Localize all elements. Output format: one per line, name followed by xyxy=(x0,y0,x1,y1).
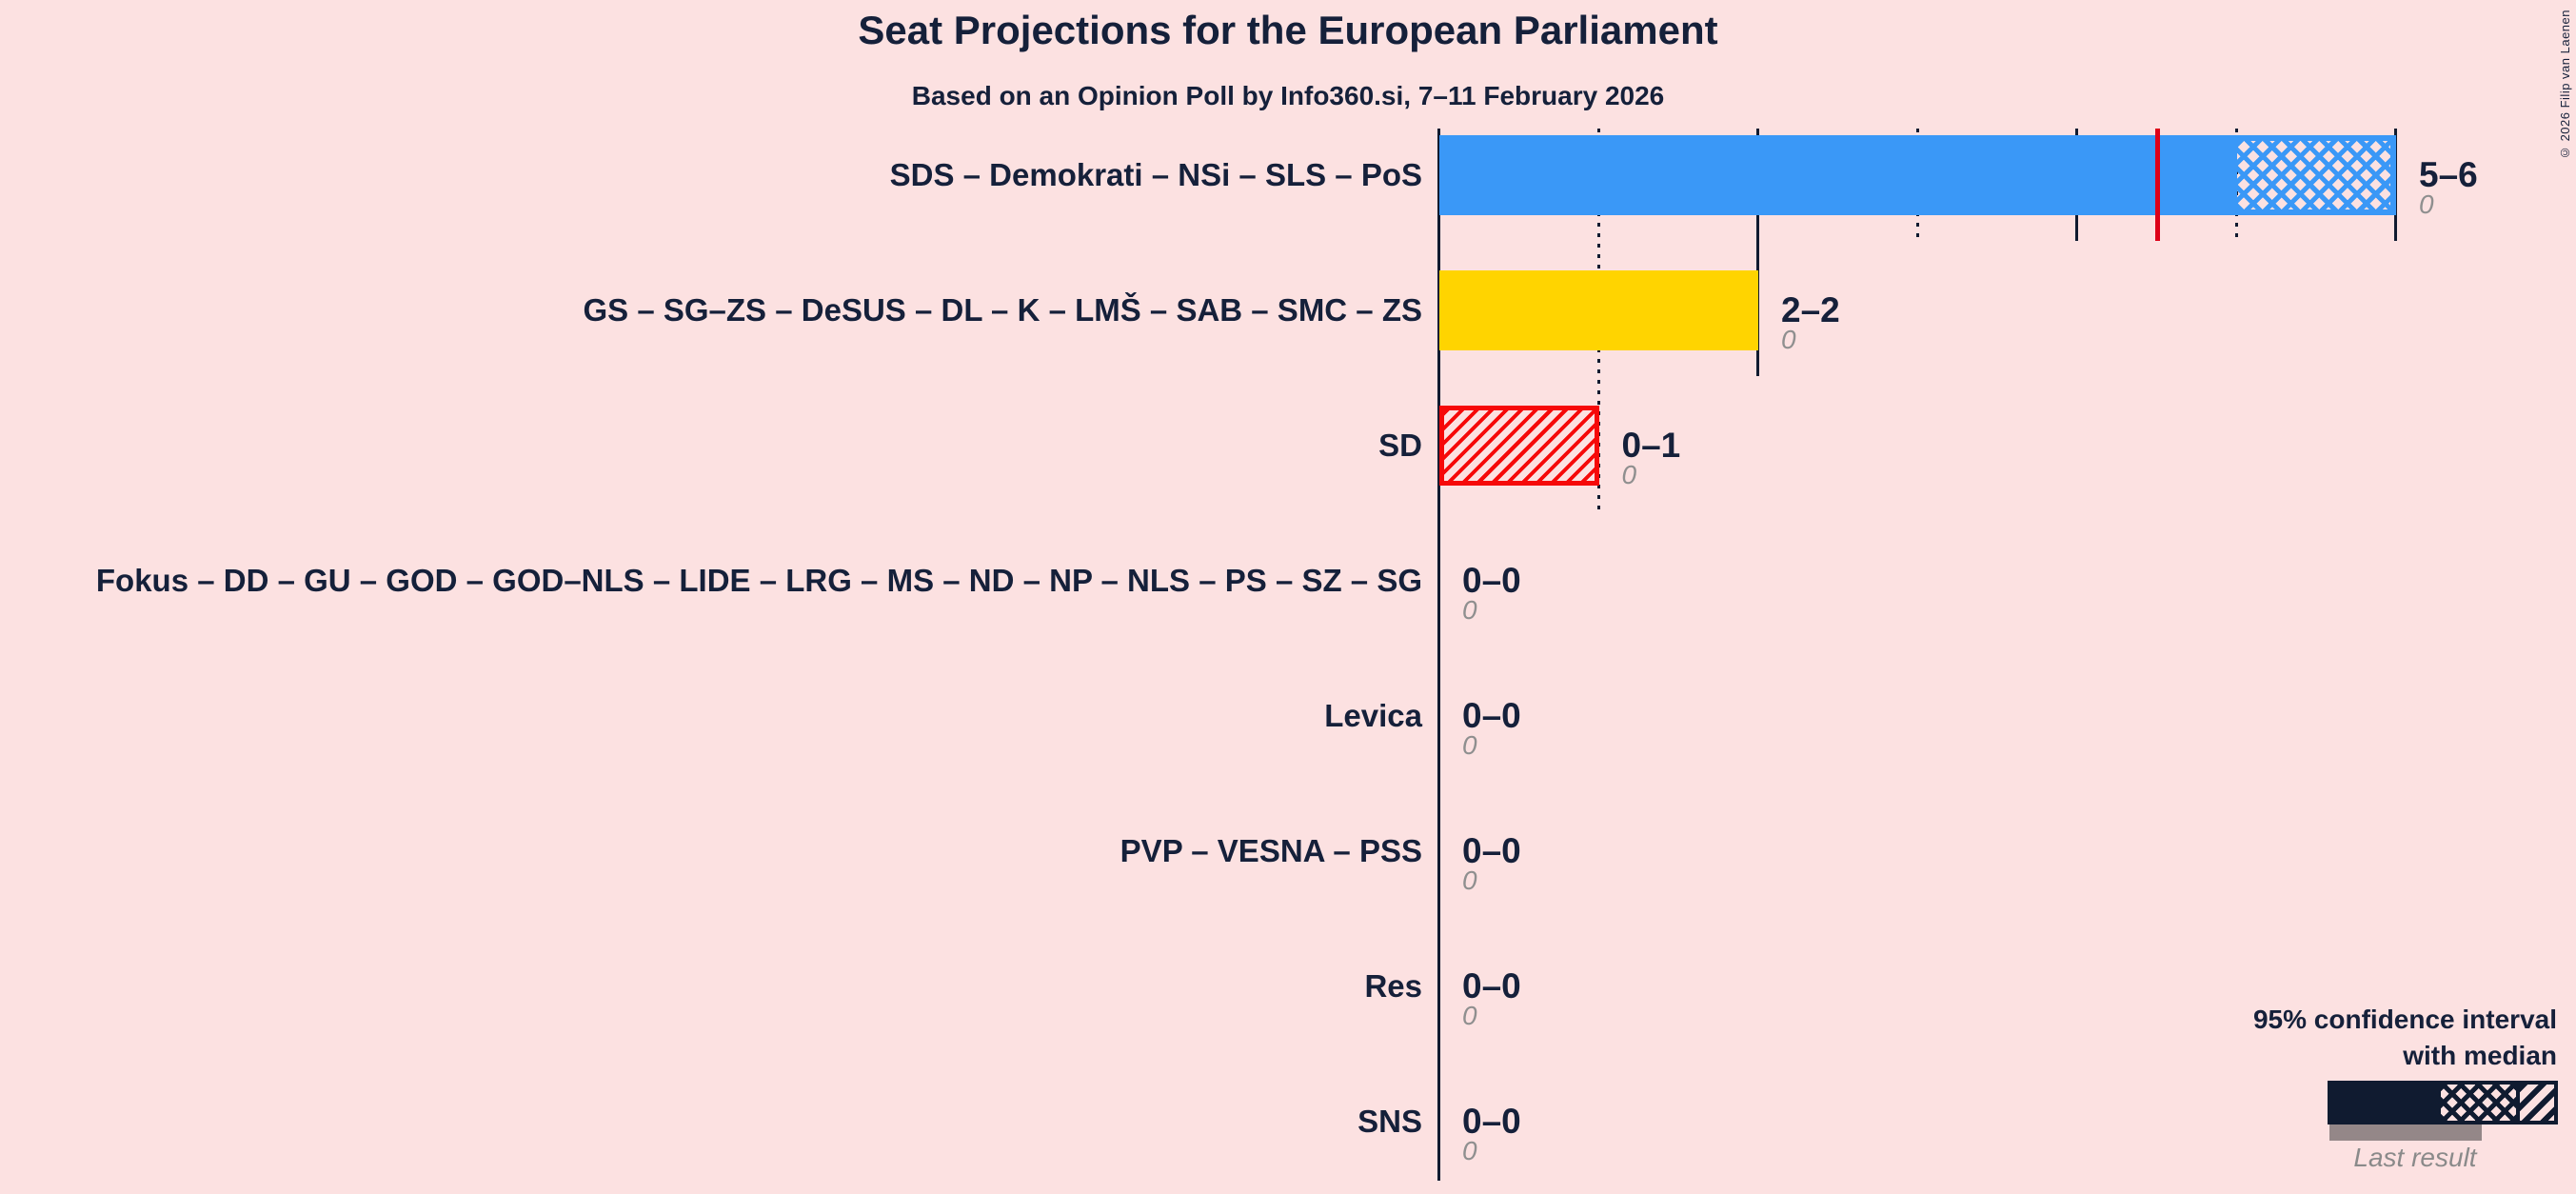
bar-hatched xyxy=(2236,135,2396,215)
ci-range-label: 0–0 xyxy=(1462,1102,1521,1141)
party-label: PVP – VESNA – PSS xyxy=(1120,833,1422,868)
chart-row: Fokus – DD – GU – GOD – GOD–NLS – LIDE –… xyxy=(0,541,2576,625)
chart-row: GS – SG–ZS – DeSUS – DL – K – LMŠ – SAB … xyxy=(0,270,2576,354)
chart-row: Res 0–0 0 xyxy=(0,946,2576,1030)
legend-last-result-bar xyxy=(2329,1124,2482,1141)
gridline-seat-2 xyxy=(1756,129,1759,376)
legend-ci-bar xyxy=(2328,1081,2558,1124)
legend-ci-text-line1: 95% confidence interval xyxy=(2252,1005,2557,1034)
last-result-label: 0 xyxy=(2419,189,2434,219)
party-label: Levica xyxy=(1324,698,1422,733)
legend-bar-solid-segment xyxy=(2331,1085,2441,1121)
ci-range-label: 2–2 xyxy=(1781,290,1840,329)
ci-range-label: 0–0 xyxy=(1462,561,1521,600)
ci-range-label: 5–6 xyxy=(2419,155,2478,194)
last-result-label: 0 xyxy=(1462,866,1477,895)
last-result-label: 0 xyxy=(1462,1136,1477,1165)
chart-subtitle: Based on an Opinion Poll by Info360.si, … xyxy=(911,81,1665,110)
ci-range-label: 0–0 xyxy=(1462,831,1521,870)
ci-range-label: 0–0 xyxy=(1462,966,1521,1005)
bar-solid xyxy=(1439,135,2237,215)
last-result-label: 0 xyxy=(1462,1001,1477,1030)
party-label: SD xyxy=(1378,428,1422,463)
party-label: SDS – Demokrati – NSi – SLS – PoS xyxy=(889,157,1422,192)
party-label: Res xyxy=(1364,968,1422,1004)
ci-range-label: 0–0 xyxy=(1462,696,1521,735)
bar-hatched xyxy=(1439,406,1599,486)
chart-title: Seat Projections for the European Parlia… xyxy=(858,8,1718,52)
ci-range-label: 0–1 xyxy=(1621,426,1681,465)
legend-bar-crosshatch-segment xyxy=(2441,1085,2516,1121)
bar-solid xyxy=(1439,270,1758,350)
party-label: SNS xyxy=(1357,1104,1422,1139)
chart-row: SD 0–1 0 xyxy=(0,406,2576,489)
party-label: Fokus – DD – GU – GOD – GOD–NLS – LIDE –… xyxy=(95,563,1422,598)
chart-row: SNS 0–0 0 xyxy=(0,1082,2576,1165)
chart-row: SDS – Demokrati – NSi – SLS – PoS 5–6 0 xyxy=(0,135,2576,219)
last-result-label: 0 xyxy=(1621,460,1637,489)
last-result-label: 0 xyxy=(1462,730,1477,760)
last-result-label: 0 xyxy=(1781,325,1796,354)
median-line xyxy=(2154,129,2160,241)
last-result-label: 0 xyxy=(1462,595,1477,625)
chart-row: PVP – VESNA – PSS 0–0 0 xyxy=(0,811,2576,895)
chart-row: Levica 0–0 0 xyxy=(0,676,2576,760)
legend-bar-diagonal-segment xyxy=(2516,1085,2554,1121)
party-label: GS – SG–ZS – DeSUS – DL – K – LMŠ – SAB … xyxy=(583,292,1423,328)
legend-ci-text-line2: with median xyxy=(2403,1041,2557,1070)
legend-last-result-label: Last result xyxy=(2353,1143,2477,1172)
y-axis-line xyxy=(1437,129,1440,1181)
